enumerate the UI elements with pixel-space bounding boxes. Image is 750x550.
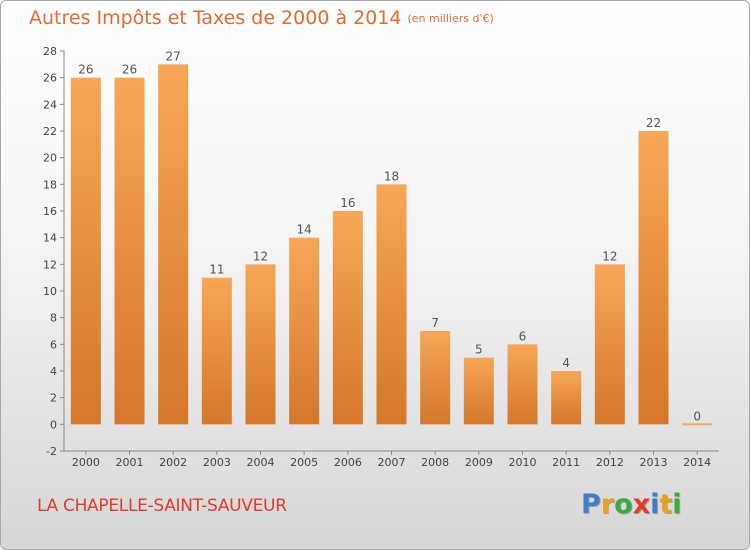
bar-2004 <box>245 264 276 425</box>
y-tick-label: 24 <box>43 98 57 111</box>
y-tick-label: 26 <box>43 72 57 85</box>
y-tick-label: 14 <box>43 232 57 245</box>
bar-2012 <box>594 264 625 425</box>
logo-letter: i <box>650 489 660 520</box>
data-label-2014: 0 <box>693 409 701 423</box>
y-tick-label: 8 <box>50 312 57 325</box>
logo-letter: x <box>632 489 651 520</box>
data-label-2013: 22 <box>646 116 661 130</box>
bar-2009 <box>463 357 494 425</box>
y-tick-label: 18 <box>43 178 57 191</box>
x-tick-label: 2005 <box>290 456 318 469</box>
data-label-2000: 26 <box>78 63 93 77</box>
y-tick-label: 22 <box>43 125 57 138</box>
x-tick-label: 2008 <box>421 456 449 469</box>
x-tick-label: 2007 <box>378 456 406 469</box>
x-tick-label: 2009 <box>465 456 493 469</box>
y-tick-label: 10 <box>43 285 57 298</box>
y-tick-label: 28 <box>43 45 57 58</box>
data-label-2010: 6 <box>519 329 527 343</box>
x-tick-label: 2013 <box>640 456 668 469</box>
x-tick-label: 2001 <box>116 456 144 469</box>
logo-letter: P <box>581 489 601 520</box>
y-tick-label: 16 <box>43 205 57 218</box>
bar-2003 <box>201 277 232 425</box>
proxiti-logo: Proxiti <box>581 489 682 520</box>
y-tick-label: 2 <box>50 392 57 405</box>
y-tick-label: 6 <box>50 338 57 351</box>
x-tick-label: 2002 <box>159 456 187 469</box>
bar-2001 <box>114 77 145 425</box>
data-label-2003: 11 <box>209 263 224 277</box>
bar-2006 <box>332 211 363 425</box>
bar-2013 <box>638 131 669 425</box>
y-tick-label: 12 <box>43 258 57 271</box>
data-label-2009: 5 <box>475 343 483 357</box>
bar-2000 <box>70 77 101 425</box>
data-label-2008: 7 <box>431 316 439 330</box>
y-tick-label: 20 <box>43 152 57 165</box>
bar-2014 <box>682 423 713 426</box>
bar-2008 <box>420 331 451 425</box>
bar-2011 <box>551 371 582 425</box>
x-tick-label: 2014 <box>683 456 711 469</box>
data-label-2012: 12 <box>602 249 617 263</box>
data-label-2001: 26 <box>122 63 137 77</box>
data-label-2005: 14 <box>297 223 312 237</box>
chart-title: Autres Impôts et Taxes de 2000 à 2014 (en… <box>29 7 494 29</box>
bar-2010 <box>507 344 538 425</box>
y-tick-label: 4 <box>50 365 57 378</box>
logo-letter: o <box>614 489 633 520</box>
x-tick-label: 2000 <box>72 456 100 469</box>
x-axis: 2000 2001 2002 2003 2004 2005 2006 2007 2008 2009… <box>64 450 719 469</box>
x-tick-label: 2006 <box>334 456 362 469</box>
x-tick-label: 2004 <box>247 456 275 469</box>
x-tick-label: 2012 <box>596 456 624 469</box>
y-tick-label: -2 <box>46 445 57 458</box>
data-labels: 26 26 27 11 12 14 16 18 7 5 6 4 12 22 0 <box>78 49 701 423</box>
location-name: LA CHAPELLE-SAINT-SAUVEUR <box>37 496 287 516</box>
bar-2005 <box>289 237 320 425</box>
x-tick-label: 2010 <box>509 456 537 469</box>
data-label-2006: 16 <box>340 196 355 210</box>
bar-2007 <box>376 184 407 425</box>
y-tick-label: 0 <box>50 418 57 431</box>
data-label-2004: 12 <box>253 249 268 263</box>
logo-letter: r <box>600 489 615 520</box>
x-tick-label: 2003 <box>203 456 231 469</box>
x-tick-label: 2011 <box>552 456 580 469</box>
logo-letter: i <box>672 489 682 520</box>
logo-letter: t <box>659 489 673 520</box>
chart-title-unit: (en milliers d'€) <box>407 12 494 25</box>
data-label-2011: 4 <box>562 356 570 370</box>
bar-2002 <box>158 64 189 425</box>
data-label-2007: 18 <box>384 169 399 183</box>
data-label-2002: 27 <box>166 49 181 63</box>
chart-title-main: Autres Impôts et Taxes de 2000 à 2014 <box>29 7 402 29</box>
bars <box>70 64 713 426</box>
